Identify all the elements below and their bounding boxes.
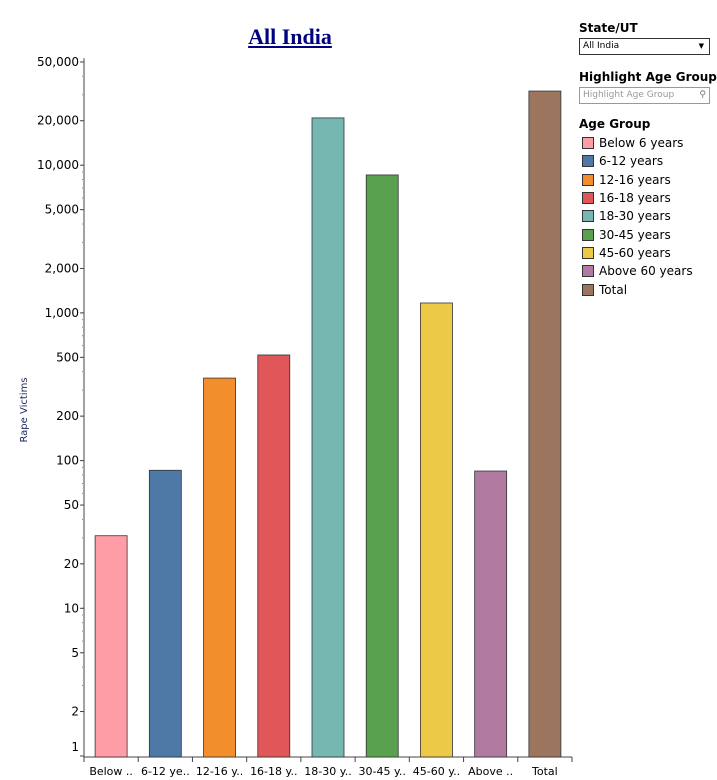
highlight-search-input[interactable]: Highlight Age Group ⚲ [579, 87, 710, 104]
legend-swatch [582, 192, 594, 205]
y-tick-label: 2 [71, 705, 79, 719]
x-tick-label: Above .. [468, 765, 513, 778]
legend-swatch [582, 210, 594, 223]
legend-swatch [582, 137, 594, 150]
bar-above-60-years[interactable] [474, 470, 508, 758]
bar-45-60-years[interactable] [420, 302, 453, 758]
legend-item[interactable]: 16-18 years [582, 189, 693, 207]
bar-6-12-years[interactable] [148, 469, 182, 758]
state-dropdown-value: All India [583, 41, 620, 51]
legend-item[interactable]: 12-16 years [582, 171, 693, 189]
x-tick-label: 45-60 y.. [413, 765, 460, 778]
legend-item[interactable]: 18-30 years [582, 207, 693, 225]
highlight-label: Highlight Age Group [579, 70, 717, 84]
y-tick-label: 1,000 [45, 306, 79, 320]
y-axis-label: Rape Victims [19, 377, 30, 442]
legend-swatch [582, 155, 594, 168]
x-tick-label: 18-30 y.. [304, 765, 351, 778]
legend-swatch [582, 173, 594, 186]
legend-label: 16-18 years [599, 191, 671, 206]
legend-item[interactable]: 30-45 years [582, 225, 693, 243]
legend-label: 18-30 years [599, 209, 671, 224]
legend-label: 6-12 years [599, 154, 664, 169]
y-tick-label: 5,000 [45, 203, 79, 217]
y-tick-label: 2,000 [45, 261, 79, 275]
legend-label: 12-16 years [599, 172, 671, 187]
legend-item[interactable]: 45-60 years [582, 244, 693, 262]
legend-label: 45-60 years [599, 245, 671, 260]
y-tick-label: 50 [64, 498, 79, 512]
legend-item[interactable]: Above 60 years [582, 262, 693, 280]
y-tick-label: 500 [56, 350, 79, 364]
y-tick-label: 10 [64, 601, 79, 615]
highlight-placeholder: Highlight Age Group [583, 90, 675, 100]
bar-chart: 1 2 5 10 20 50 100 200 500 1,000 2,000 5,000 10,000 2… [19, 55, 573, 778]
bar-30-45-years[interactable] [365, 174, 399, 758]
bar-12-16-years[interactable] [203, 377, 236, 758]
chevron-down-icon: ▼ [698, 42, 704, 50]
x-tick-label: 6-12 ye.. [141, 765, 190, 778]
bar-total[interactable] [528, 90, 562, 758]
legend: Below 6 years 6-12 years 12-16 years 16-18 … [582, 134, 693, 299]
legend-item[interactable]: Total [582, 280, 693, 298]
legend-item[interactable]: Below 6 years [582, 134, 693, 152]
search-icon: ⚲ [699, 90, 706, 100]
legend-title: Age Group [579, 117, 651, 131]
legend-label: Below 6 years [599, 136, 684, 151]
chart-title: All India [248, 24, 332, 49]
x-tick-label: Total [531, 765, 558, 778]
y-tick-label: 200 [56, 409, 79, 423]
x-tick-label: 16-18 y.. [250, 765, 297, 778]
state-filter-label: State/UT [579, 21, 638, 35]
y-tick-label: 50,000 [37, 55, 79, 69]
legend-swatch [582, 228, 594, 241]
x-tick-label: 30-45 y.. [359, 765, 406, 778]
y-tick-label: 5 [71, 646, 79, 660]
y-tick-label: 10,000 [37, 158, 79, 172]
y-tick-label: 100 [56, 454, 79, 468]
bar-16-18-years[interactable] [257, 354, 291, 758]
y-tick-label: 20,000 [37, 114, 79, 128]
legend-swatch [582, 246, 594, 259]
legend-label: Above 60 years [599, 264, 693, 279]
legend-label: Total [599, 282, 628, 297]
legend-swatch [582, 265, 594, 278]
y-tick-label: 1 [71, 740, 79, 754]
legend-item[interactable]: 6-12 years [582, 152, 693, 170]
bar-below-6-years[interactable] [94, 535, 128, 758]
state-dropdown[interactable]: All India ▼ [579, 38, 710, 55]
x-tick-label: Below .. [89, 765, 133, 778]
legend-swatch [582, 283, 594, 296]
bar-18-30-years[interactable] [311, 117, 345, 758]
y-tick-label: 20 [64, 557, 79, 571]
legend-label: 30-45 years [599, 227, 671, 242]
x-tick-label: 12-16 y.. [196, 765, 243, 778]
